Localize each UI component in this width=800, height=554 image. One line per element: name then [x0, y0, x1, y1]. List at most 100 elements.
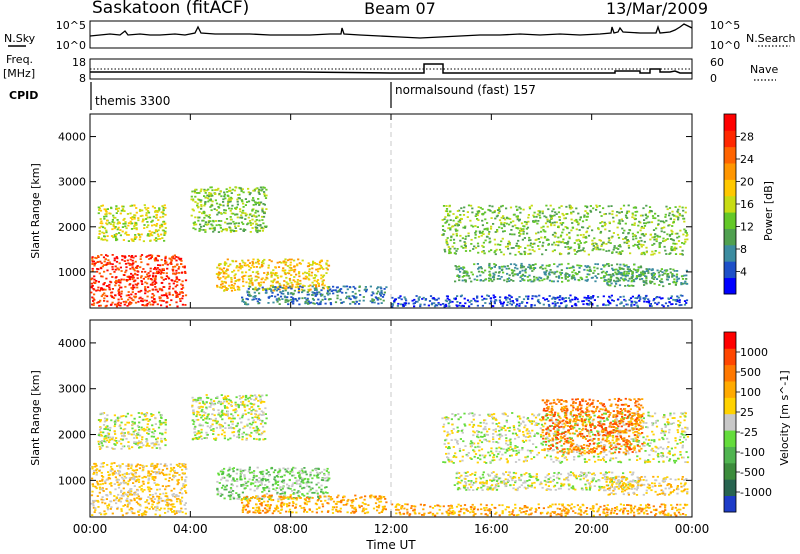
nave-label: Nave	[750, 63, 778, 76]
data-cell	[151, 503, 154, 506]
data-cell	[136, 265, 139, 267]
data-cell	[153, 300, 157, 303]
data-cell	[662, 285, 665, 288]
data-cell	[279, 291, 282, 293]
data-cell	[231, 431, 234, 434]
data-cell	[256, 275, 259, 278]
data-cell	[348, 286, 351, 288]
data-cell	[230, 278, 233, 281]
data-cell	[241, 402, 244, 405]
data-cell	[111, 263, 114, 266]
data-cell	[472, 248, 475, 250]
data-cell	[478, 230, 481, 233]
data-cell	[519, 227, 522, 230]
data-cell	[617, 273, 620, 275]
data-cell	[184, 270, 187, 273]
data-cell	[137, 502, 140, 505]
data-cell	[175, 259, 178, 262]
data-cell	[316, 291, 319, 294]
data-cell	[340, 288, 343, 290]
data-cell	[151, 224, 154, 227]
data-cell	[548, 273, 551, 276]
data-cell	[106, 435, 109, 438]
data-cell	[349, 302, 352, 305]
data-cell	[159, 269, 162, 272]
data-cell	[138, 234, 141, 236]
data-cell	[522, 230, 525, 233]
data-cell	[100, 254, 103, 256]
data-cell	[592, 244, 595, 247]
data-cell	[229, 437, 232, 440]
data-cell	[579, 234, 582, 236]
data-cell	[149, 232, 152, 235]
data-cell	[494, 271, 497, 274]
data-cell	[577, 223, 580, 226]
data-cell	[575, 228, 578, 231]
data-cell	[454, 224, 457, 227]
data-cell	[237, 279, 240, 282]
data-cell	[242, 395, 245, 398]
data-cell	[552, 208, 555, 211]
data-cell	[122, 495, 125, 497]
data-cell	[313, 262, 317, 264]
data-cell	[144, 276, 147, 278]
data-cell	[493, 302, 496, 305]
data-cell	[631, 232, 634, 235]
data-cell	[492, 296, 495, 299]
data-cell	[100, 220, 103, 223]
data-cell	[123, 472, 126, 475]
data-cell	[290, 274, 293, 276]
data-cell	[615, 247, 618, 250]
data-cell	[584, 265, 587, 267]
data-cell	[247, 418, 250, 421]
data-cell	[585, 297, 588, 299]
data-cell	[638, 300, 641, 302]
data-cell	[164, 499, 167, 502]
data-cell	[536, 222, 539, 225]
data-cell	[152, 432, 155, 435]
data-cell	[161, 299, 164, 302]
data-cell	[530, 305, 533, 308]
data-cell	[267, 302, 270, 304]
data-cell	[199, 397, 202, 399]
data-cell	[643, 298, 646, 301]
colorbar-tick-label: 4	[740, 266, 747, 279]
data-cell	[257, 298, 261, 300]
data-cell	[539, 266, 542, 269]
data-cell	[571, 305, 574, 307]
data-cell	[658, 284, 661, 286]
data-cell	[98, 442, 102, 444]
data-cell	[543, 271, 546, 274]
data-cell	[200, 438, 203, 440]
data-cell	[157, 235, 160, 238]
data-cell	[321, 286, 325, 289]
data-cell	[129, 205, 132, 207]
data-cell	[146, 499, 149, 501]
data-cell	[103, 232, 106, 235]
data-cell	[553, 231, 556, 234]
data-cell	[181, 280, 184, 283]
data-cell	[198, 436, 201, 439]
data-cell	[253, 188, 256, 191]
data-cell	[274, 288, 277, 291]
data-cell	[106, 426, 109, 429]
data-cell	[565, 304, 568, 307]
data-cell	[581, 249, 585, 251]
data-cell	[236, 194, 240, 196]
data-cell	[150, 470, 153, 473]
data-cell	[608, 221, 611, 224]
data-cell	[242, 202, 245, 205]
data-cell	[252, 262, 255, 265]
data-cell	[210, 186, 213, 189]
data-cell	[456, 229, 459, 232]
data-cell	[470, 243, 473, 245]
data-cell	[105, 229, 108, 232]
data-cell	[566, 276, 569, 278]
data-cell	[143, 204, 146, 206]
data-cell	[164, 421, 167, 424]
data-cell	[196, 432, 199, 435]
data-cell	[174, 273, 177, 276]
data-cell	[629, 252, 632, 255]
data-cell	[136, 489, 140, 492]
data-cell	[141, 220, 144, 223]
